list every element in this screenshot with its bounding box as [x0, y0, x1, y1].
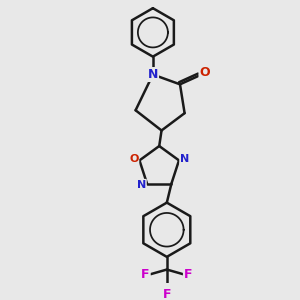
Text: F: F — [184, 268, 192, 281]
Text: O: O — [129, 154, 138, 164]
Text: O: O — [200, 66, 210, 79]
Text: N: N — [136, 180, 146, 190]
Text: F: F — [141, 268, 150, 281]
Text: N: N — [148, 68, 158, 81]
Text: F: F — [163, 288, 171, 300]
Text: N: N — [180, 154, 189, 164]
